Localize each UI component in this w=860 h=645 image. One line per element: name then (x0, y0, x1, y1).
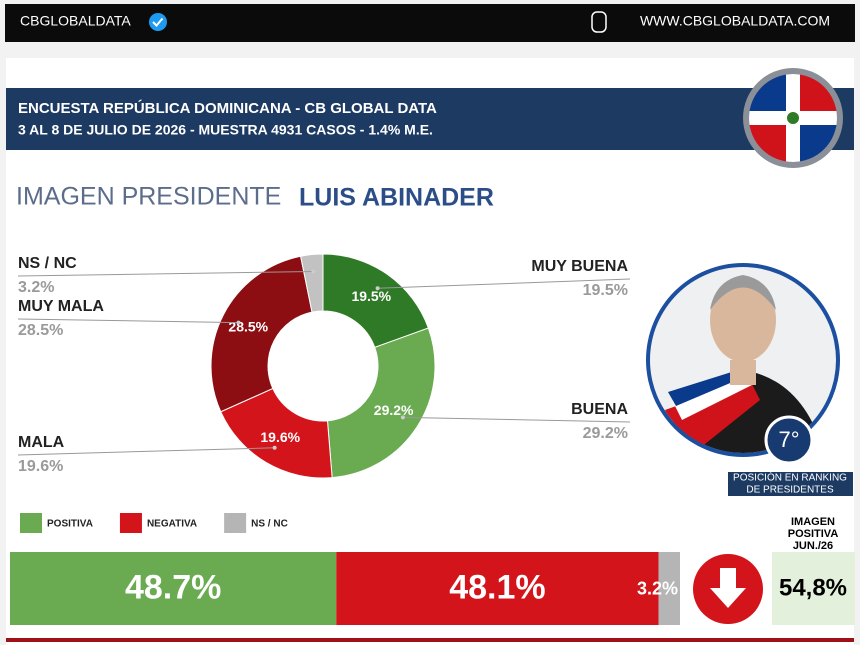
leader-dot (375, 286, 380, 291)
bar-segment (10, 552, 337, 625)
legend-swatch (20, 513, 42, 533)
bar-segment (336, 552, 659, 625)
bar-label: 48.7% (125, 568, 221, 606)
slice-label: 28.5% (228, 318, 268, 334)
leader-line (17, 270, 314, 277)
donut-slice (210, 255, 313, 413)
previous-box (772, 552, 855, 625)
survey-line1: ENCUESTA REPÚBLICA DOMINICANA - CB GLOBA… (18, 99, 437, 117)
slice-label: 19.6% (260, 429, 300, 445)
leader-dot (311, 269, 316, 274)
slice-label: 29.2% (374, 402, 414, 418)
donut-slice (300, 253, 324, 313)
down-arrow (710, 568, 746, 608)
category-label: MUY BUENA (531, 258, 628, 275)
previous-label: IMAGEN (791, 516, 835, 528)
hand-icon (591, 11, 607, 33)
leader-dot (272, 445, 277, 450)
previous-value: 54,8% (779, 574, 847, 601)
verified-badge (149, 13, 167, 31)
website: WWW.CBGLOBALDATA.COM (640, 13, 830, 29)
portrait (646, 263, 840, 465)
bar-segment (658, 552, 680, 625)
category-value: 3.2% (18, 279, 54, 296)
category-value: 19.6% (18, 458, 63, 475)
rank-badge (764, 415, 814, 465)
leader-line (402, 416, 631, 423)
rank-caption: DE PRESIDENTES (746, 485, 834, 496)
category-label: NS / NC (18, 255, 77, 272)
donut-slice (220, 387, 333, 479)
slice-label: 19.5% (351, 288, 391, 304)
donut-slice (322, 253, 430, 349)
rank-position: 7° (778, 427, 799, 452)
category-label: MUY MALA (18, 298, 104, 315)
category-label: MALA (18, 434, 65, 451)
legend-label: POSITIVA (47, 519, 93, 530)
donut-slice (326, 327, 436, 479)
leader-line (17, 447, 275, 456)
leader-line (17, 318, 239, 324)
leader-dot (236, 320, 241, 325)
legend-swatch (224, 513, 247, 533)
top-bar (5, 4, 855, 42)
category-value: 29.2% (583, 425, 628, 442)
bar-label: 48.1% (449, 568, 545, 606)
bar-label: 3.2% (637, 578, 678, 598)
check (152, 17, 164, 27)
category-value: 28.5% (18, 322, 63, 339)
rank-caption: POSICIÓN EN RANKING (733, 471, 847, 484)
legend-label: NEGATIVA (147, 519, 197, 530)
leader-dot (400, 415, 405, 420)
category-label: BUENA (571, 401, 628, 418)
survey-line2: 3 AL 8 DE JULIO DE 2026 - MUESTRA 4931 C… (18, 122, 433, 138)
flag (743, 68, 843, 168)
category-value: 19.5% (583, 282, 628, 299)
chart-subtitle: LUIS ABINADER (299, 184, 494, 212)
survey-band (6, 88, 854, 150)
legend-label: NS / NC (251, 519, 288, 530)
legend-swatch (119, 513, 142, 533)
rank-caption-bg (728, 472, 853, 496)
leader-line (377, 278, 631, 289)
previous-label: JUN./26 (793, 540, 833, 552)
previous-label: POSITIVA (788, 528, 839, 540)
bottom-rule (6, 638, 854, 642)
brand: CBGLOBALDATA (20, 13, 131, 29)
chart-title: IMAGEN PRESIDENTE (16, 183, 281, 211)
